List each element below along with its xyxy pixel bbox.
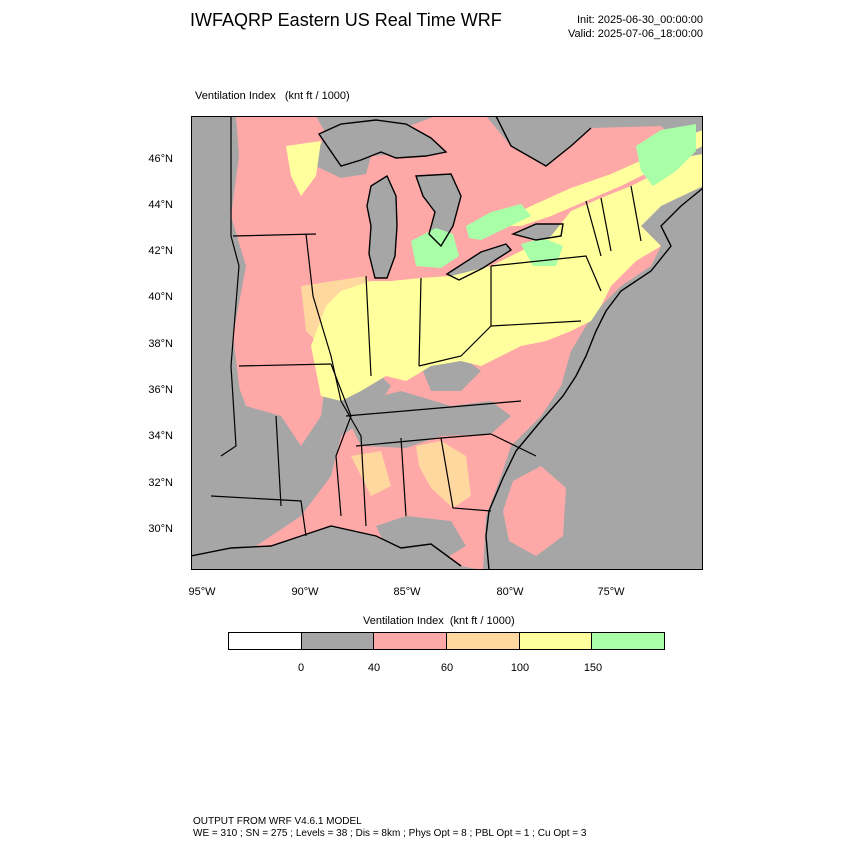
lake-superior (319, 120, 446, 166)
lat-label: 42°N (148, 245, 173, 257)
colorbar-tick: 0 (297, 662, 305, 674)
colorbar-box (301, 633, 375, 649)
map-frame (191, 116, 703, 570)
valid-time: Valid: 2025-07-06_18:00:00 (568, 28, 703, 40)
lon-label: 80°W (496, 586, 524, 598)
lon-label: 85°W (393, 586, 421, 598)
colorbar-box (592, 633, 665, 649)
lon-label: 90°W (291, 586, 319, 598)
field-label: Ventilation Index (knt ft / 1000) (195, 90, 350, 102)
lake-michigan (367, 176, 397, 278)
colorbar-box (229, 633, 302, 649)
green-region-ontario (466, 204, 531, 240)
coastlines (191, 116, 703, 570)
gray-region-southwest (191, 356, 391, 570)
lake-huron (416, 174, 461, 246)
colorbar (228, 632, 665, 650)
ventilation-map (191, 116, 703, 570)
state-boundaries (210, 116, 642, 537)
lat-label: 34°N (148, 430, 173, 442)
colorbar-box (374, 633, 448, 649)
lat-label: 38°N (148, 338, 173, 350)
colorbar-box (519, 633, 593, 649)
lat-label: 46°N (148, 153, 173, 165)
lake-ontario (513, 224, 563, 240)
plot-title: IWFAQRP Eastern US Real Time WRF (190, 10, 502, 30)
lat-label: 30°N (148, 523, 173, 535)
init-time: Init: 2025-06-30_00:00:00 (577, 14, 703, 26)
model-info: OUTPUT FROM WRF V4.6.1 MODEL (193, 816, 362, 827)
lat-label: 44°N (148, 199, 173, 211)
lat-label: 36°N (148, 384, 173, 396)
orange-region-ga (416, 441, 471, 508)
colorbar-tick: 150 (583, 662, 603, 674)
offshore-red-patch (503, 466, 566, 556)
colorbar-label: Ventilation Index (knt ft / 1000) (363, 615, 515, 627)
orange-region-south (351, 451, 391, 496)
colorbar-tick: 40 (367, 662, 381, 674)
lon-label: 75°W (597, 586, 625, 598)
colorbar-tick: 60 (440, 662, 454, 674)
green-region-michigan (411, 228, 459, 268)
yellow-region-canada (491, 130, 703, 226)
model-options: WE = 310 ; SN = 275 ; Levels = 38 ; Dis … (193, 828, 587, 839)
green-region-maine (636, 124, 696, 186)
run-times: Init: 2025-06-30_00:00:00 Valid: 2025-07… (568, 13, 703, 41)
yellow-region-north (286, 141, 321, 196)
colorbar-box (447, 633, 520, 649)
colorbar-tick: 100 (510, 662, 530, 674)
gulf-of-mexico (191, 526, 481, 570)
lake-erie (447, 244, 511, 280)
lon-label: 95°W (188, 586, 216, 598)
yellow-region (311, 154, 703, 401)
lat-label: 40°N (148, 291, 173, 303)
lat-label: 32°N (148, 477, 173, 489)
